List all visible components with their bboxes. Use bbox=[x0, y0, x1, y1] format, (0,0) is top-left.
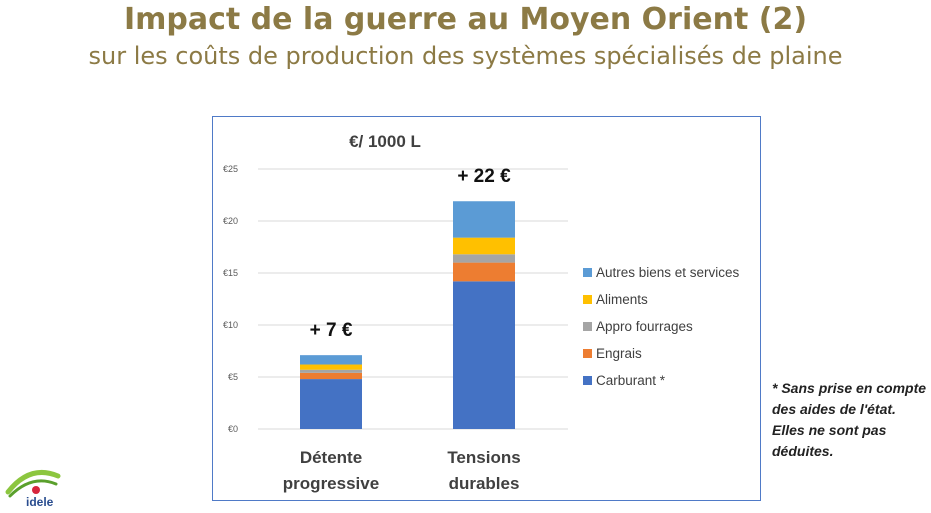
category-label: progressive bbox=[283, 474, 379, 493]
bar-segment bbox=[300, 369, 362, 373]
page-title: Impact de la guerre au Moyen Orient (2) bbox=[123, 2, 808, 37]
category-label: durables bbox=[449, 474, 520, 493]
total-label: + 22 € bbox=[457, 166, 511, 187]
bar-segment bbox=[300, 379, 362, 429]
footnote: * Sans prise en compte des aides de l'ét… bbox=[772, 380, 927, 459]
legend-label: Aliments bbox=[596, 292, 648, 307]
bar-segment bbox=[453, 237, 515, 255]
legend-swatch bbox=[583, 349, 592, 358]
idele-logo: idele bbox=[5, 470, 61, 509]
legend-label: Engrais bbox=[596, 346, 642, 361]
legend-swatch bbox=[583, 268, 592, 277]
legend-swatch bbox=[583, 376, 592, 385]
legend-label: Appro fourrages bbox=[596, 319, 693, 334]
y-tick-label: €25 bbox=[223, 164, 238, 174]
bar-segment bbox=[300, 364, 362, 370]
bar-segment bbox=[453, 254, 515, 263]
category-label: Détente bbox=[300, 448, 362, 467]
legend-swatch bbox=[583, 295, 592, 304]
total-label: + 7 € bbox=[310, 320, 353, 341]
bar-segment bbox=[453, 281, 515, 429]
legend-swatch bbox=[583, 322, 592, 331]
bar-segment bbox=[300, 372, 362, 380]
category-label: Tensions bbox=[447, 448, 520, 467]
y-tick-label: €15 bbox=[223, 268, 238, 278]
bar-segment bbox=[453, 262, 515, 282]
stacked-bar-chart: €/ 1000 L €0 €5 €10 €15 €20 €25 + 7 € Détente pro… bbox=[223, 132, 740, 493]
y-tick-label: €20 bbox=[223, 216, 238, 226]
y-tick-label: €5 bbox=[228, 372, 238, 382]
page-subtitle: sur les coûts de production des systèmes… bbox=[88, 42, 843, 70]
y-tick-label: €0 bbox=[228, 424, 238, 434]
bar-segment bbox=[453, 201, 515, 238]
y-tick-label: €10 bbox=[223, 320, 238, 330]
legend-label: Carburant * bbox=[596, 373, 666, 388]
bar-segment bbox=[300, 355, 362, 365]
logo-text: idele bbox=[26, 495, 54, 509]
legend-label: Autres biens et services bbox=[596, 265, 740, 280]
chart-frame: €/ 1000 L €0 €5 €10 €15 €20 €25 + 7 € Détente pro… bbox=[212, 116, 761, 501]
chart-title: €/ 1000 L bbox=[349, 132, 421, 151]
